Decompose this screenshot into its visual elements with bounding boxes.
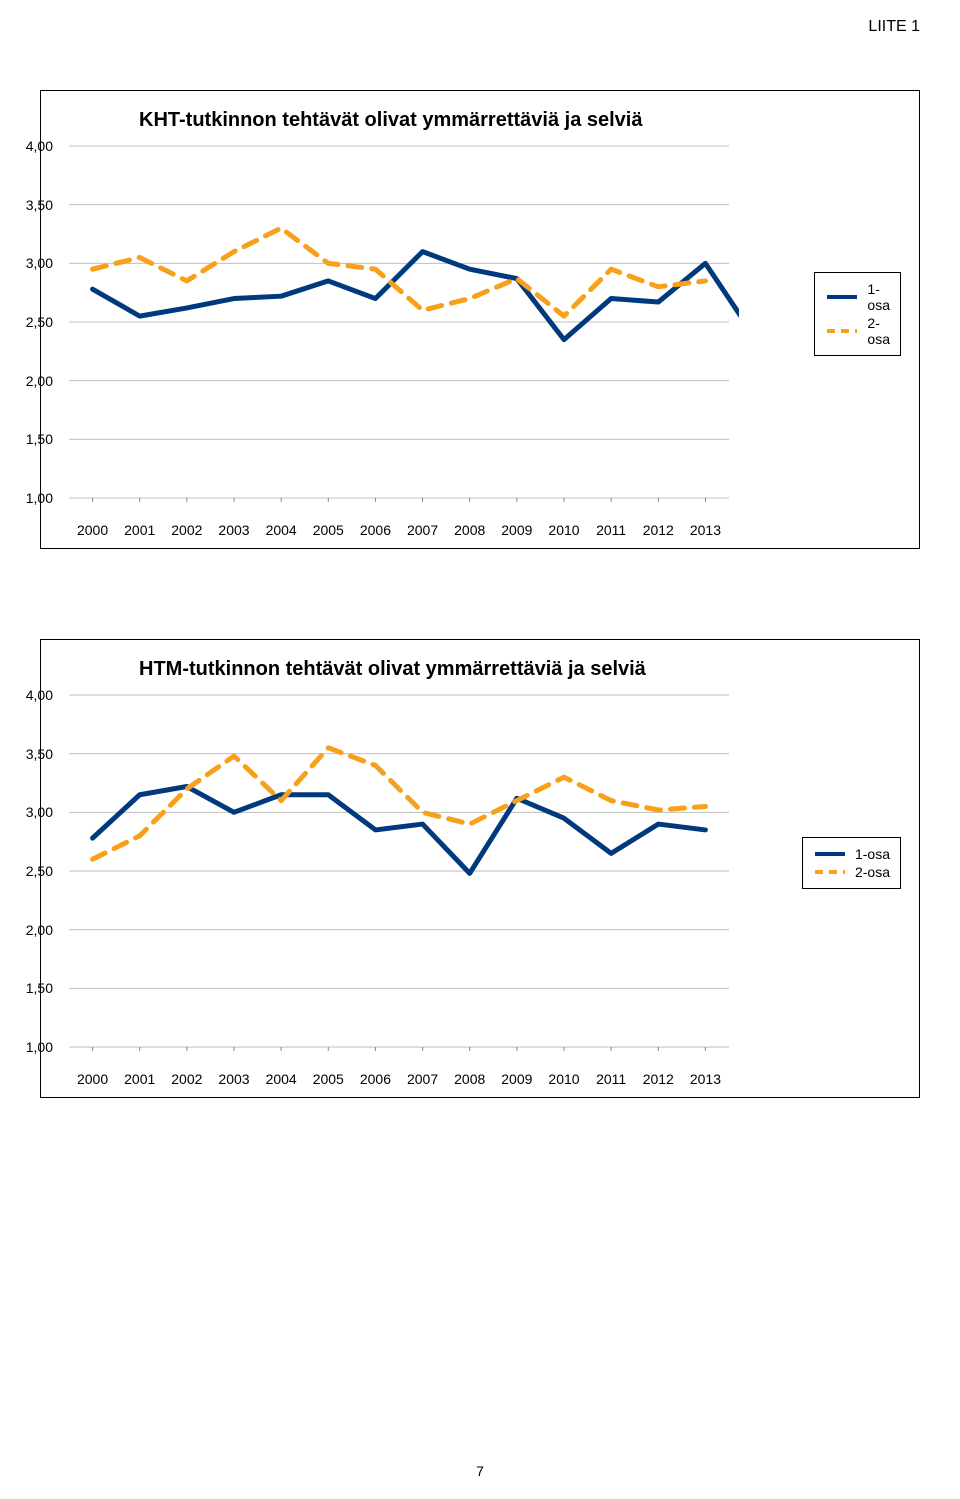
y-tick-label: 3,00 (26, 804, 53, 820)
x-tick-label: 2010 (548, 522, 579, 538)
legend-item: 2-osa (825, 315, 890, 347)
x-tick-label: 2009 (501, 522, 532, 538)
x-tick-label: 2006 (360, 1071, 391, 1087)
legend-item: 2-osa (813, 864, 890, 880)
x-tick-label: 2001 (124, 522, 155, 538)
y-tick-label: 1,50 (26, 431, 53, 447)
chart-kht: KHT-tutkinnon tehtävät olivat ymmärrettä… (40, 90, 920, 549)
x-tick-label: 2011 (596, 522, 626, 538)
y-tick-label: 2,50 (26, 314, 53, 330)
y-tick-label: 2,00 (26, 922, 53, 938)
x-tick-label: 2007 (407, 1071, 438, 1087)
x-tick-label: 2005 (313, 1071, 344, 1087)
y-tick-label: 2,00 (26, 373, 53, 389)
x-tick-label: 2012 (643, 1071, 674, 1087)
x-tick-label: 2008 (454, 1071, 485, 1087)
x-tick-label: 2004 (266, 522, 297, 538)
x-tick-label: 2006 (360, 522, 391, 538)
legend-label: 2-osa (867, 315, 890, 347)
legend-swatch (825, 324, 859, 338)
y-tick-label: 3,00 (26, 255, 53, 271)
x-tick-label: 2003 (218, 1071, 249, 1087)
page: LIITE 1 KHT-tutkinnon tehtävät olivat ym… (0, 0, 960, 1499)
x-tick-label: 2000 (77, 1071, 108, 1087)
x-tick-label: 2005 (313, 522, 344, 538)
legend-label: 1-osa (855, 846, 890, 862)
y-tick-label: 2,50 (26, 863, 53, 879)
legend-swatch (813, 847, 847, 861)
x-tick-label: 2002 (171, 1071, 202, 1087)
legend-label: 2-osa (855, 864, 890, 880)
legend-swatch (813, 865, 847, 879)
x-tick-label: 2008 (454, 522, 485, 538)
x-tick-label: 2013 (690, 522, 721, 538)
x-tick-label: 2004 (266, 1071, 297, 1087)
legend-swatch (825, 290, 859, 304)
chart2-title: HTM-tutkinnon tehtävät olivat ymmärrettä… (139, 658, 782, 681)
y-tick-label: 3,50 (26, 197, 53, 213)
x-tick-label: 2009 (501, 1071, 532, 1087)
chart1-plot: 1,001,502,002,503,003,504,00200020012002… (59, 138, 739, 518)
chart1-title: KHT-tutkinnon tehtävät olivat ymmärrettä… (139, 109, 794, 132)
x-tick-label: 2013 (690, 1071, 721, 1087)
x-tick-label: 2007 (407, 522, 438, 538)
chart-htm: HTM-tutkinnon tehtävät olivat ymmärrettä… (40, 639, 920, 1098)
legend-item: 1-osa (825, 281, 890, 313)
chart2-plot: 1,001,502,002,503,003,504,00200020012002… (59, 687, 739, 1067)
header-label: LIITE 1 (868, 18, 920, 36)
x-tick-label: 2002 (171, 522, 202, 538)
chart2-legend: 1-osa 2-osa (802, 837, 901, 889)
y-tick-label: 4,00 (26, 687, 53, 703)
x-tick-label: 2003 (218, 522, 249, 538)
x-tick-label: 2000 (77, 522, 108, 538)
x-tick-label: 2011 (596, 1071, 626, 1087)
y-tick-label: 1,00 (26, 490, 53, 506)
legend-item: 1-osa (813, 846, 890, 862)
legend-label: 1-osa (867, 281, 890, 313)
x-tick-label: 2010 (548, 1071, 579, 1087)
y-tick-label: 3,50 (26, 746, 53, 762)
page-number: 7 (476, 1463, 484, 1479)
x-tick-label: 2001 (124, 1071, 155, 1087)
y-tick-label: 1,00 (26, 1039, 53, 1055)
x-tick-label: 2012 (643, 522, 674, 538)
y-tick-label: 1,50 (26, 980, 53, 996)
y-tick-label: 4,00 (26, 138, 53, 154)
chart1-legend: 1-osa 2-osa (814, 272, 901, 356)
